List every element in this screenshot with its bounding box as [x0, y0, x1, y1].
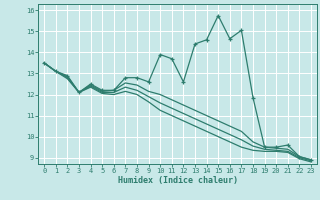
- X-axis label: Humidex (Indice chaleur): Humidex (Indice chaleur): [118, 176, 238, 185]
